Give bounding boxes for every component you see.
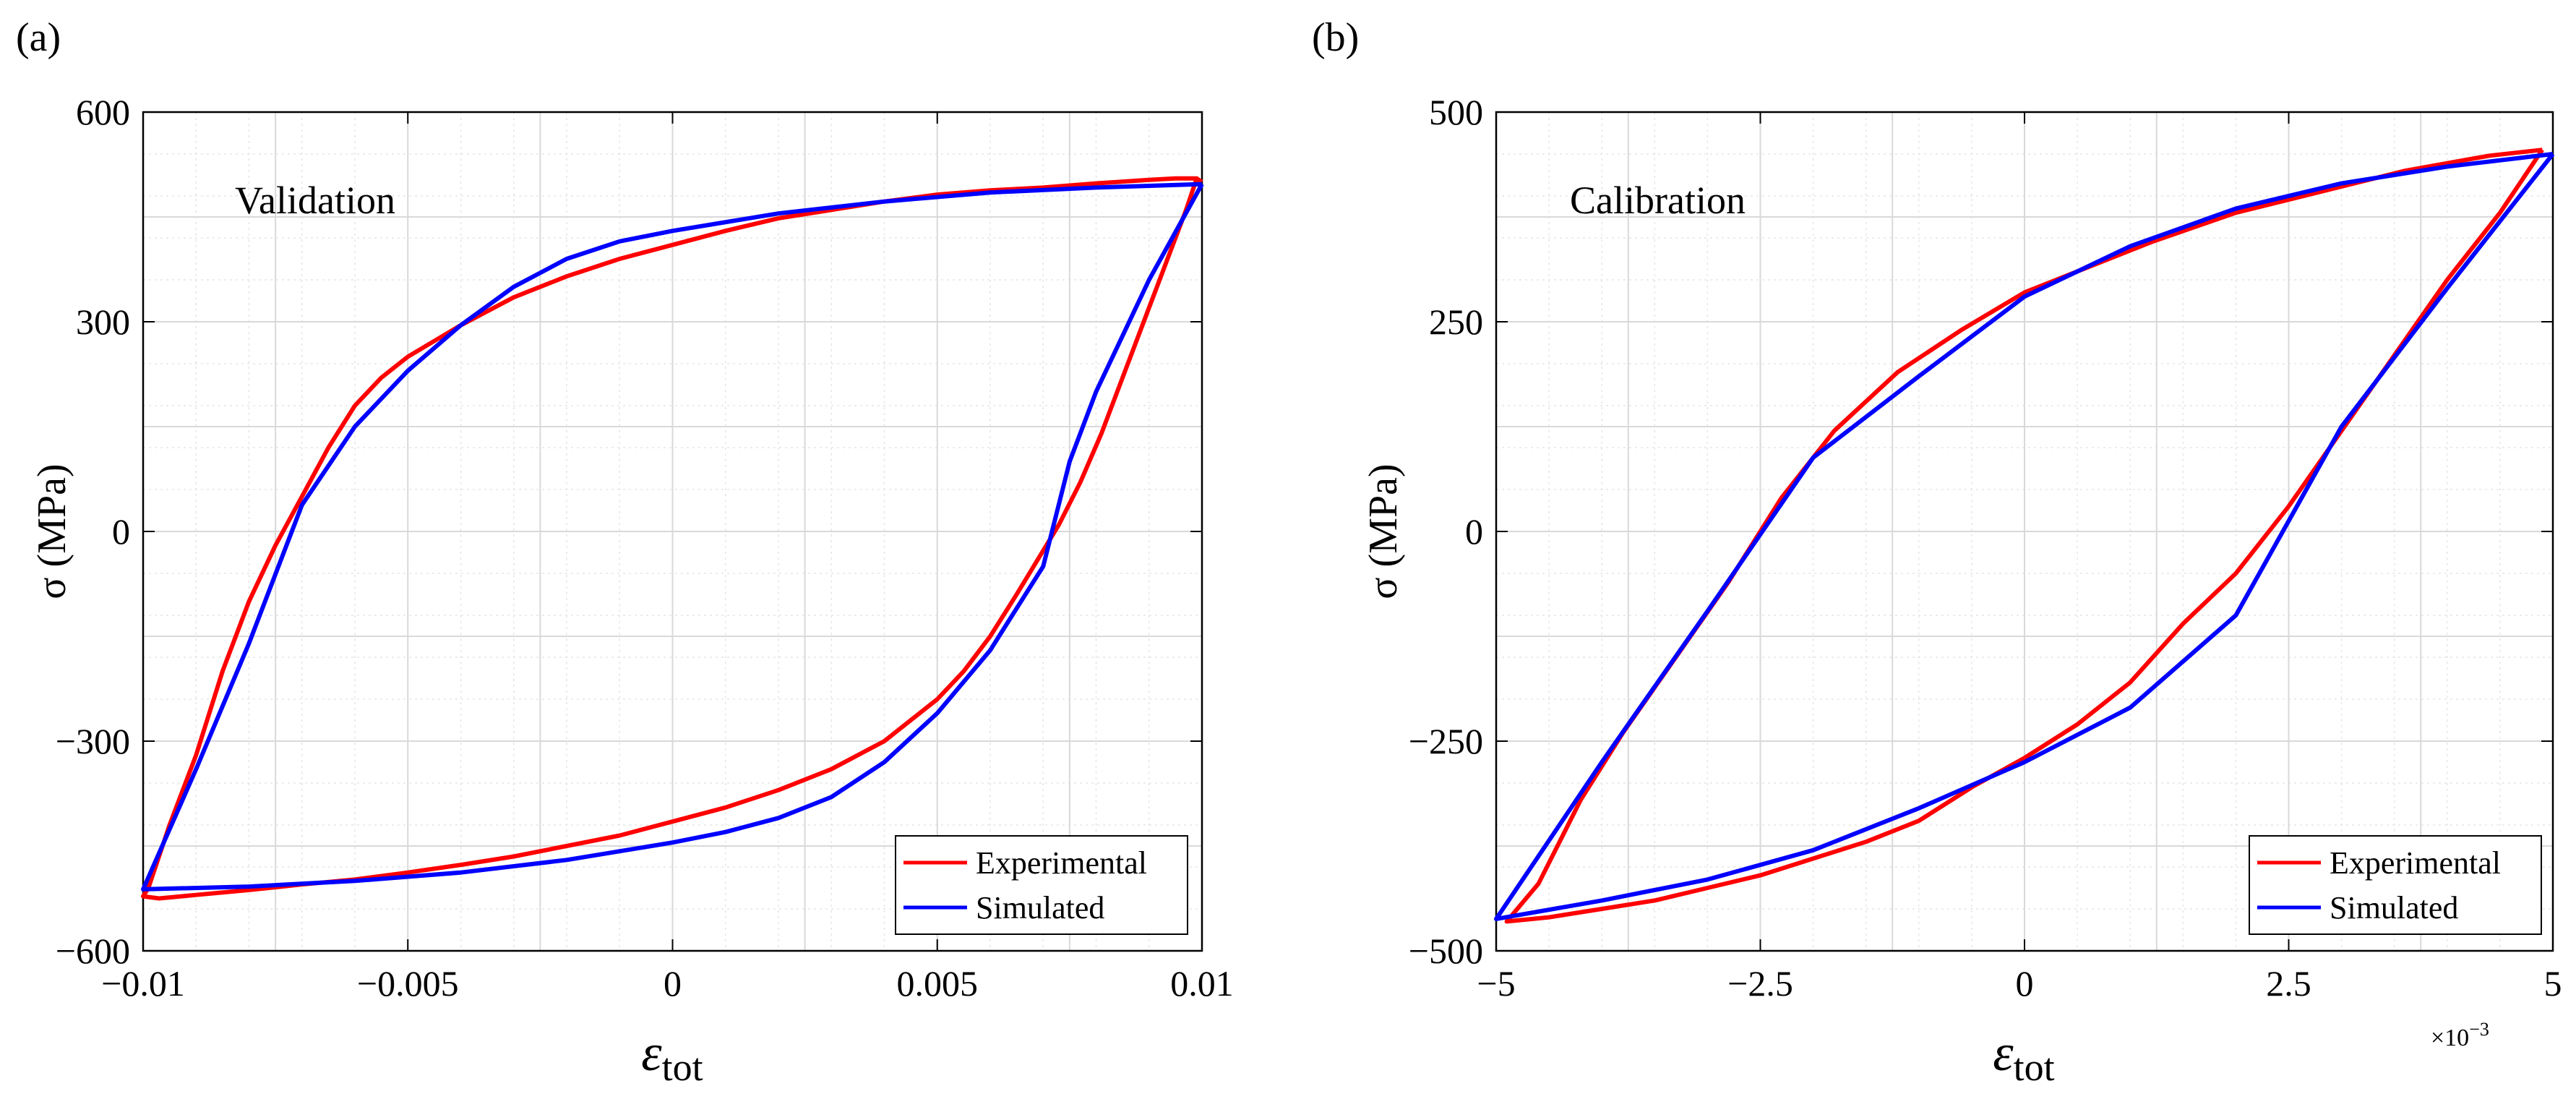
annotation-validation: Validation [235,179,395,222]
y-axis-label-b: σ (MPa) [1361,463,1406,599]
y-tick-label-b: 0 [1465,511,1483,552]
x-tick-label-b: 5 [2544,963,2562,1004]
legend-box-a [895,835,1188,935]
y-tick-label-b: 250 [1429,302,1483,342]
x-tick-label-a: 0.005 [897,963,979,1004]
y-tick-label-b: 500 [1429,92,1483,132]
y-tick-label-b: −250 [1409,721,1483,761]
grid-a [143,112,1202,951]
legend-label-experimental-b: Experimental [2330,845,2501,881]
legend-b: Experimental Simulated [2249,835,2542,935]
x-tick-label-b: 0 [2016,963,2034,1004]
x-axis-label-b: εtot [1993,1024,2054,1089]
series-a [141,176,1204,901]
y-tick-label-a: 300 [76,302,130,342]
x-tick-label-b: 2.5 [2266,963,2311,1004]
y-tick-label-b: −500 [1409,931,1483,971]
panel-calibration: (b) −5 −2.5 0 2.5 5 −500 −250 0 250 500 Calibrati… [1312,15,2562,1089]
legend-box-b [2249,835,2542,935]
x-axis-scale-base: ×10 [2431,1025,2469,1051]
series-line-experimental-a [141,176,1203,901]
series-line-simulated-a [141,181,1204,892]
x-axis-subscript-a: tot [662,1046,703,1089]
x-axis-symbol-b: ε [1993,1024,2014,1082]
legend-label-experimental-a: Experimental [976,845,1147,881]
x-tick-label-a: 0 [664,963,682,1004]
x-tick-label-b: −2.5 [1727,963,1793,1004]
annotation-calibration: Calibration [1570,179,1746,222]
x-tick-label-b: −5 [1477,963,1515,1004]
ticks-a: −0.01 −0.005 0 0.005 0.01 −600 −300 0 300 600 [56,92,1234,1004]
x-tick-label-a: −0.005 [357,963,459,1004]
grid-b [1496,112,2553,951]
legend-label-simulated-b: Simulated [2330,890,2458,926]
x-axis-scale-multiplier: ×10−3 [2431,1019,2489,1051]
x-axis-scale-exponent: −3 [2469,1019,2489,1040]
legend-a: Experimental Simulated [895,835,1188,935]
x-tick-label-a: 0.01 [1170,963,1234,1004]
x-axis-label-a: εtot [641,1024,703,1089]
y-tick-label-a: −300 [56,721,130,761]
y-tick-label-a: 0 [112,511,130,552]
panel-validation: (a) −0.01 −0.005 0 0.005 0.01 −600 −300 0 300 600… [16,15,1234,1089]
y-tick-label-a: −600 [56,931,130,971]
x-axis-symbol-a: ε [641,1024,662,1082]
panel-label-b: (b) [1312,15,1359,60]
y-tick-label-a: 600 [76,92,130,132]
x-axis-subscript-b: tot [2014,1046,2055,1089]
legend-label-simulated-a: Simulated [976,890,1104,926]
series-b [1494,148,2555,924]
x-tick-label-a: −0.01 [101,963,185,1004]
series-line-simulated-b [1494,152,2555,921]
panel-label-a: (a) [16,15,61,60]
y-axis-label-a: σ (MPa) [30,463,74,599]
ticks-b: −5 −2.5 0 2.5 5 −500 −250 0 250 500 [1409,92,2562,1004]
